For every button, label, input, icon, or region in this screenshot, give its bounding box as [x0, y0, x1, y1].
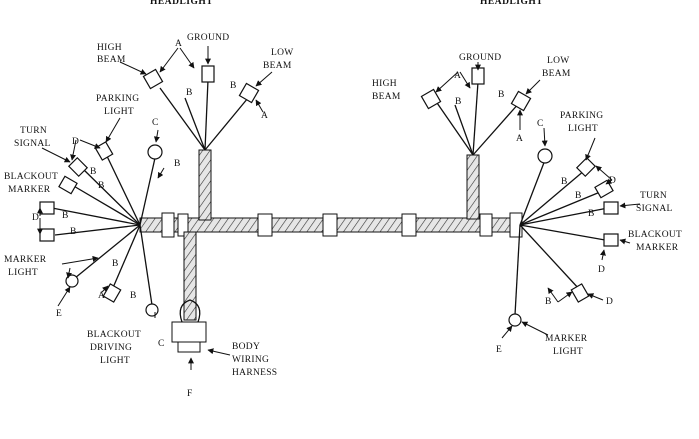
right-headlight-wires — [434, 81, 609, 316]
callout-letters: A B B A C B D B B D B B B E A B C F A B … — [32, 39, 616, 399]
callout-b-right-2: B — [498, 90, 505, 100]
left-ground-label: GROUND — [187, 33, 229, 43]
left-blackout-driving-label-2: DRIVING — [90, 343, 132, 353]
right-turn-label-1: TURN — [640, 191, 667, 201]
callout-b-right-3: B — [561, 177, 568, 187]
callout-b-left-8: B — [112, 259, 119, 269]
callout-b-right-6: B — [545, 297, 552, 307]
callout-d-left-turn: D — [72, 137, 79, 147]
callout-f: F — [187, 389, 193, 399]
callout-a-left-lowbeam: A — [261, 111, 268, 121]
right-heading: HEADLIGHT — [480, 0, 543, 7]
callout-b-left-5: B — [98, 181, 105, 191]
callout-arrows — [37, 46, 641, 370]
callout-b-left-4: B — [90, 167, 97, 177]
callout-d-right-turn: D — [609, 176, 616, 186]
main-harness-trunk — [139, 149, 523, 353]
callout-b-left-6: B — [62, 211, 69, 221]
callout-e-left: E — [56, 309, 62, 319]
right-high-beam-label-1: HIGH — [372, 79, 397, 89]
left-labels: HIGH BEAM GROUND LOW BEAM PARKING LIGHT … — [4, 33, 294, 378]
left-high-beam-label-1: HIGH — [97, 43, 122, 53]
left-turn-label-1: TURN — [20, 126, 47, 136]
callout-d-right-lower: D — [606, 297, 613, 307]
callout-c-left-parking: C — [152, 118, 159, 128]
callout-b-right-5: B — [588, 209, 595, 219]
right-low-beam-label-1: LOW — [547, 56, 570, 66]
callout-b-left-3: B — [174, 159, 181, 169]
right-marker-light-label-2: LIGHT — [553, 347, 583, 357]
callout-a-right-lowbeam: A — [516, 134, 523, 144]
right-turn-label-2: SIGNAL — [636, 204, 673, 214]
body-wiring-label-1: BODY — [232, 342, 260, 352]
callout-b-left-7: B — [70, 227, 77, 237]
callout-b-left-2: B — [230, 81, 237, 91]
right-labels: HIGH BEAM GROUND LOW BEAM PARKING LIGHT … — [372, 53, 682, 357]
left-marker-light-label-2: LIGHT — [8, 268, 38, 278]
body-wiring-label-2: WIRING — [232, 355, 269, 365]
left-high-beam-label-2: BEAM — [97, 55, 126, 65]
right-parking-label-1: PARKING — [560, 111, 603, 121]
left-blackout-driving-label-3: LIGHT — [100, 356, 130, 366]
left-connectors — [39, 65, 260, 317]
right-low-beam-label-2: BEAM — [542, 69, 571, 79]
right-connectors — [420, 67, 619, 327]
left-marker-light-label-1: MARKER — [4, 255, 47, 265]
callout-b-left-1: B — [186, 88, 193, 98]
callout-d-left-marker: D — [32, 213, 39, 223]
right-marker-light-label-1: MARKER — [545, 334, 588, 344]
left-low-beam-label-1: LOW — [271, 48, 294, 58]
left-low-beam-label-2: BEAM — [263, 61, 292, 71]
left-parking-label-1: PARKING — [96, 94, 139, 104]
callout-c-right-parking: C — [537, 119, 544, 129]
left-blackout-marker-label-2: MARKER — [8, 185, 51, 195]
callout-a-left-driving: A — [98, 291, 105, 301]
callout-a-left-top: A — [175, 39, 182, 49]
body-wiring-label-3: HARNESS — [232, 368, 277, 378]
left-parking-label-2: LIGHT — [104, 107, 134, 117]
right-parking-label-2: LIGHT — [568, 124, 598, 134]
callout-e-right: E — [496, 345, 502, 355]
callout-d-right-marker: D — [598, 265, 605, 275]
left-heading: HEADLIGHT — [150, 0, 213, 7]
right-ground-label: GROUND — [459, 53, 501, 63]
left-blackout-driving-label-1: BLACKOUT — [87, 330, 141, 340]
left-headlight-wires — [51, 79, 249, 306]
callout-b-right-4: B — [575, 191, 582, 201]
left-turn-label-2: SIGNAL — [14, 139, 51, 149]
callout-b-left-9: B — [130, 291, 137, 301]
right-high-beam-label-2: BEAM — [372, 92, 401, 102]
right-blackout-marker-label-1: BLACKOUT — [628, 230, 682, 240]
callout-b-right-1: B — [455, 97, 462, 107]
callout-a-right-top: A — [454, 71, 461, 81]
callout-c-left-driving: C — [158, 339, 165, 349]
right-blackout-marker-label-2: MARKER — [636, 243, 679, 253]
left-blackout-marker-label-1: BLACKOUT — [4, 172, 58, 182]
